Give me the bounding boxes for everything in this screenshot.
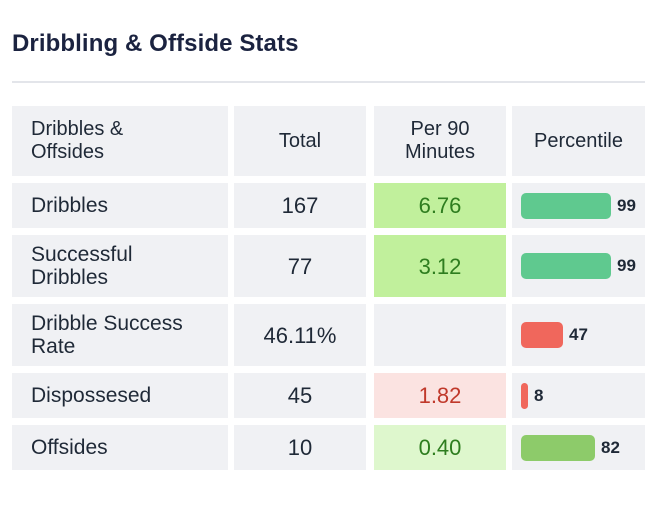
header-bg-1 [152, 106, 228, 176]
row-label-dribbles: Dribbles [12, 183, 228, 228]
percentile-value: 8 [534, 385, 544, 405]
row-label-dribble-success-rate: Dribble Success Rate [12, 304, 228, 366]
percentile-value: 99 [617, 195, 636, 215]
row-label-dispossesed: Dispossesed [12, 373, 228, 418]
row-total-dispossesed: 45 [234, 373, 366, 418]
percentile-bar [521, 253, 611, 279]
row-percentile-offsides: 82 [512, 425, 645, 470]
row-percentile-dispossesed: 8 [512, 373, 645, 418]
row-per90-dribbles: 6.76 [374, 183, 506, 228]
percentile-value: 99 [617, 256, 636, 275]
row-total-successful-dribbles: 77 [234, 235, 366, 297]
title-divider [12, 81, 645, 83]
page-title: Dribbling & Offside Stats [12, 30, 299, 57]
row-per90-dispossesed: 1.82 [374, 373, 506, 418]
row-label-offsides: Offsides [12, 425, 228, 470]
percentile-bar [521, 382, 528, 409]
row-per90-dribble-success-rate [374, 304, 506, 366]
header-total: Total [234, 106, 366, 176]
row-per90-offsides: 0.40 [374, 425, 506, 470]
row-percentile-dribble-success-rate: 47 [512, 304, 645, 366]
percentile-value: 47 [569, 325, 588, 344]
percentile-value: 82 [601, 437, 620, 457]
row-percentile-dribbles: 99 [512, 183, 645, 228]
header-dribbles-offsides: Dribbles & Offsides [12, 106, 152, 176]
percentile-bar [521, 192, 611, 219]
row-total-offsides: 10 [234, 425, 366, 470]
row-percentile-successful-dribbles: 99 [512, 235, 645, 297]
header-per90: Per 90 Minutes [374, 106, 506, 176]
header-percentile: Percentile [512, 106, 645, 176]
percentile-bar [521, 322, 563, 348]
row-total-dribble-success-rate: 46.11% [234, 304, 366, 366]
row-per90-successful-dribbles: 3.12 [374, 235, 506, 297]
percentile-bar [521, 434, 595, 461]
row-total-dribbles: 167 [234, 183, 366, 228]
row-label-successful-dribbles: Successful Dribbles [12, 235, 228, 297]
